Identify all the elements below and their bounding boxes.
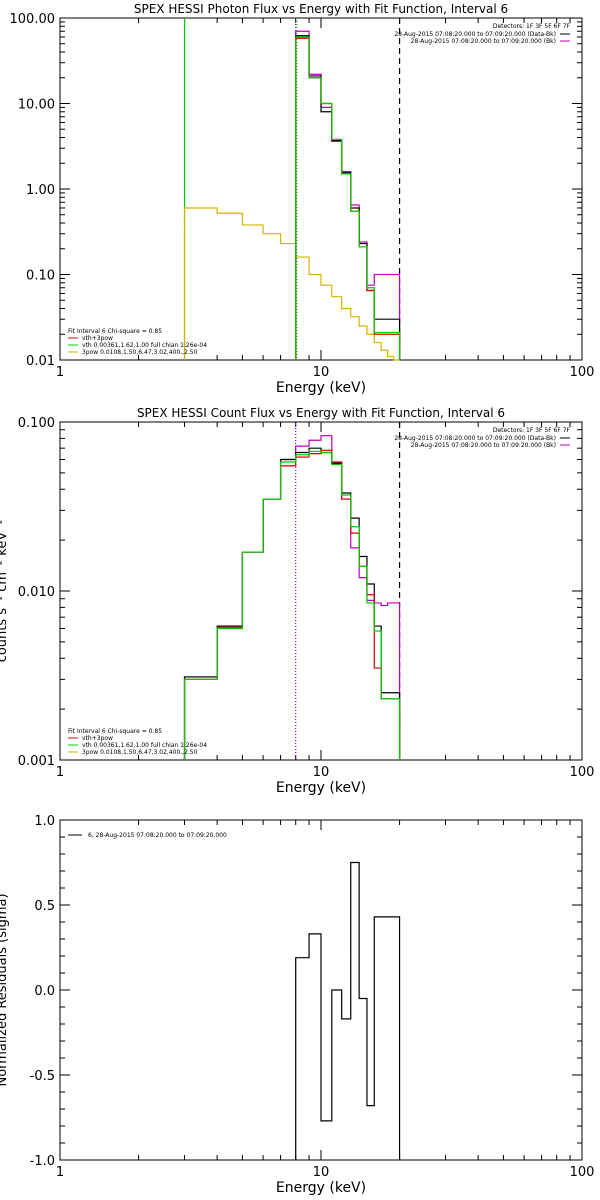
y-tick-label: 1.0 [34,814,55,829]
legend-right-text: 28-Aug-2015 07:08:20.000 to 07:09:20.000… [394,435,556,442]
x-axis-label: Energy (keV) [276,380,366,396]
x-tick-label: 1 [56,365,64,380]
chart-panel-3: 1 10 100 Energy (keV) -1.0 -0.5 0.0 0.5 1.0 Norma… [0,814,594,1196]
legend-right-text: 28-Aug-2015 07:08:20.000 to 07:09:20.000… [411,442,556,449]
x-tick-label: 100 [570,365,595,380]
series-line [183,450,401,760]
legend-left-text: Fit Interval 6 Chi-square = 0.85 [68,728,162,735]
y-tick-label: 0.100 [18,416,55,431]
legend-right-text: 28-Aug-2015 07:08:20.000 to 07:09:20.000… [394,31,556,38]
chart-panel-1: SPEX HESSI Photon Flux vs Energy with Fi… [10,2,595,396]
y-tick-label: 0.001 [18,754,55,769]
series-line [295,30,401,360]
series-line [183,449,401,760]
series-line [183,447,401,760]
chart-title: SPEX HESSI Photon Flux vs Energy with Fi… [134,2,508,16]
x-tick-label: 1 [56,1165,64,1180]
y-tick-label: 0.01 [26,354,55,369]
series-3pow [183,207,400,361]
legend-left-text: 3pow 0.0108,1.50,6.47,3.02,400.,2.50 [82,749,198,756]
legend-left-text: 3pow 0.0108,1.50,6.47,3.02,400.,2.50 [82,349,198,356]
y-tick-label: -1.0 [30,1154,55,1169]
x-tick-label: 10 [313,365,330,380]
x-axis-label: Energy (keV) [276,1180,366,1196]
x-tick-label: 100 [570,1165,595,1180]
chart-panel-2: SPEX HESSI Count Flux vs Energy with Fit… [0,406,594,796]
x-tick-label: 10 [313,1165,330,1180]
plot-frame [59,17,583,361]
y-tick-label: 100.00 [10,12,56,27]
legend-left-text: vth+3pow [82,735,113,742]
x-tick-label: 1 [56,765,64,780]
legend-left-text: 6, 28-Aug-2015 07:08:20.000 to 07:09:20.… [88,832,227,839]
chart-title: SPEX HESSI Count Flux vs Energy with Fit… [137,406,505,420]
y-tick-label: 0.5 [34,899,55,914]
x-tick-label: 100 [570,765,595,780]
y-tick-label: -0.5 [30,1069,55,1084]
y-axis-label: Normalized Residuals (sigma) [0,893,10,1086]
y-tick-label: 0.10 [26,269,55,284]
x-tick-label: 10 [313,765,330,780]
legend-left-text: vth+3pow [82,335,113,342]
y-tick-label: 0.0 [34,984,55,999]
legend-left-text: Fit Interval 6 Chi-square = 0.85 [68,328,162,335]
series-line [295,37,401,360]
y-axis-label: counts s⁻¹ cm⁻² keV⁻¹ [0,520,10,663]
y-tick-label: 0.010 [18,585,55,600]
y-tick-label: 10.00 [18,98,55,113]
detectors-label: Detectors: 1F 3F 5F 6F 7F [493,427,571,434]
series-line [295,861,401,1160]
plot-frame [59,421,583,761]
legend-left-text: vth 0.00361,1.62,1.00 full chian 1.26e-0… [82,742,207,749]
legend-left-text: vth 0.00361,1.62,1.00 full chian 1.26e-0… [82,342,207,349]
series-line [295,36,401,360]
legend-right-text: 28-Aug-2015 07:08:20.000 to 07:09:20.000… [411,38,556,45]
detectors-label: Detectors: 1F 3F 5F 6F 7F [493,23,571,30]
x-axis-label: Energy (keV) [276,780,366,796]
series-line [295,35,401,360]
y-tick-label: 1.00 [26,183,55,198]
